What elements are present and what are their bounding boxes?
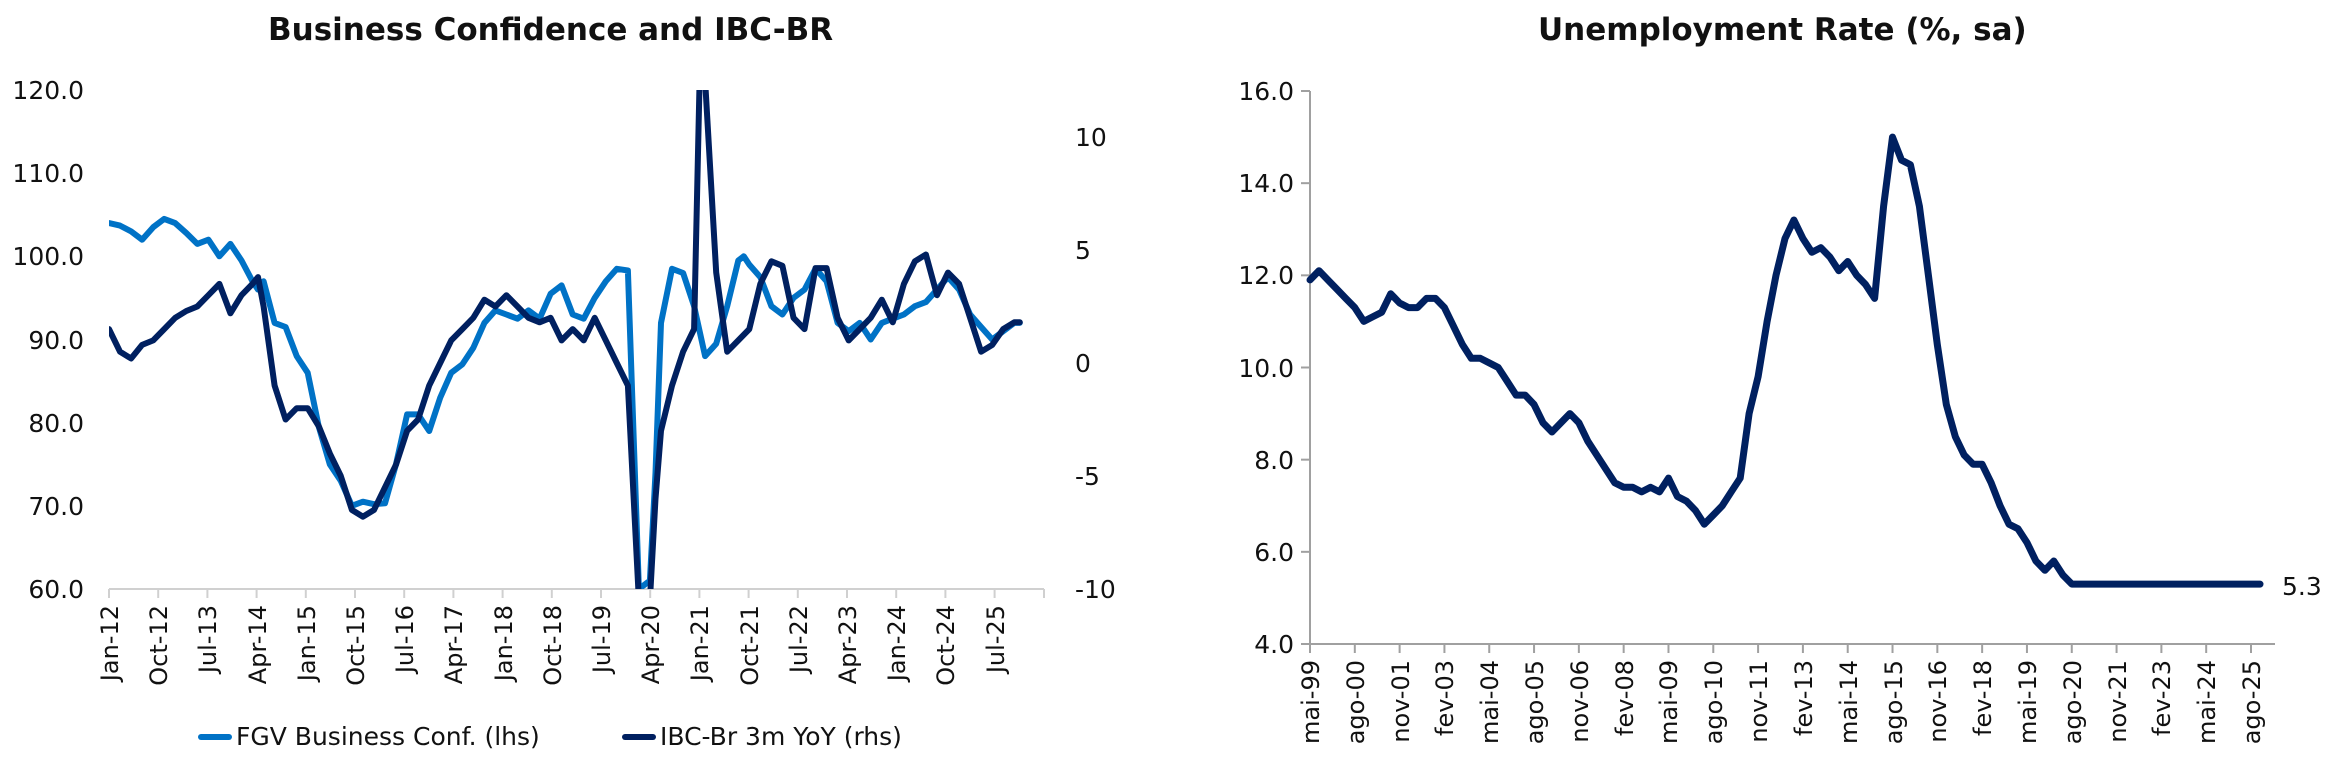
y-tick-label: 4.0 — [1254, 630, 1294, 659]
y-tick-label-left: 110.0 — [12, 159, 84, 189]
y-tick-label: 10.0 — [1238, 353, 1294, 383]
legend-swatch-fgv — [198, 733, 232, 740]
y-tick-label-left: 80.0 — [28, 408, 84, 438]
y-tick-label-left: 120.0 — [12, 76, 84, 105]
y-tick-label: 6.0 — [1254, 537, 1294, 567]
left-chart-lines — [109, 90, 1023, 589]
y-tick-label-right: 10 — [1075, 123, 1107, 152]
y-tick-label: 8.0 — [1254, 445, 1294, 475]
legend-swatch-ibc — [622, 733, 656, 740]
legend-label-ibc: IBC-Br 3m YoY (rhs) — [660, 722, 902, 751]
y-tick-label-right: 5 — [1075, 236, 1091, 265]
right-chart-axes — [1301, 90, 2275, 653]
y-tick-label-right: 0 — [1075, 349, 1091, 378]
y-tick-label-right: -10 — [1075, 575, 1116, 604]
y-tick-label-right: -5 — [1075, 462, 1100, 491]
y-tick-label-left: 70.0 — [28, 491, 84, 521]
legend-label-fgv: FGV Business Conf. (lhs) — [236, 722, 540, 751]
chart-title-right: Unemployment Rate (%, sa) — [1538, 12, 2027, 48]
chart-title-left: Business Confidence and IBC-BR — [268, 12, 834, 48]
end-value-label: 5.3 — [2282, 572, 2322, 601]
y-tick-label-left: 100.0 — [12, 242, 84, 272]
y-tick-label: 14.0 — [1238, 169, 1294, 199]
y-tick-label-left: 60.0 — [28, 575, 84, 604]
y-tick-label: 12.0 — [1238, 261, 1294, 291]
legend-item-fgv: FGV Business Conf. (lhs) — [198, 722, 540, 751]
legend-item-ibc: IBC-Br 3m YoY (rhs) — [622, 722, 902, 751]
right-chart-lines — [1306, 133, 2264, 588]
y-tick-label: 16.0 — [1238, 77, 1294, 106]
left-chart-axes — [108, 588, 1045, 598]
y-tick-label-left: 90.0 — [28, 325, 84, 355]
